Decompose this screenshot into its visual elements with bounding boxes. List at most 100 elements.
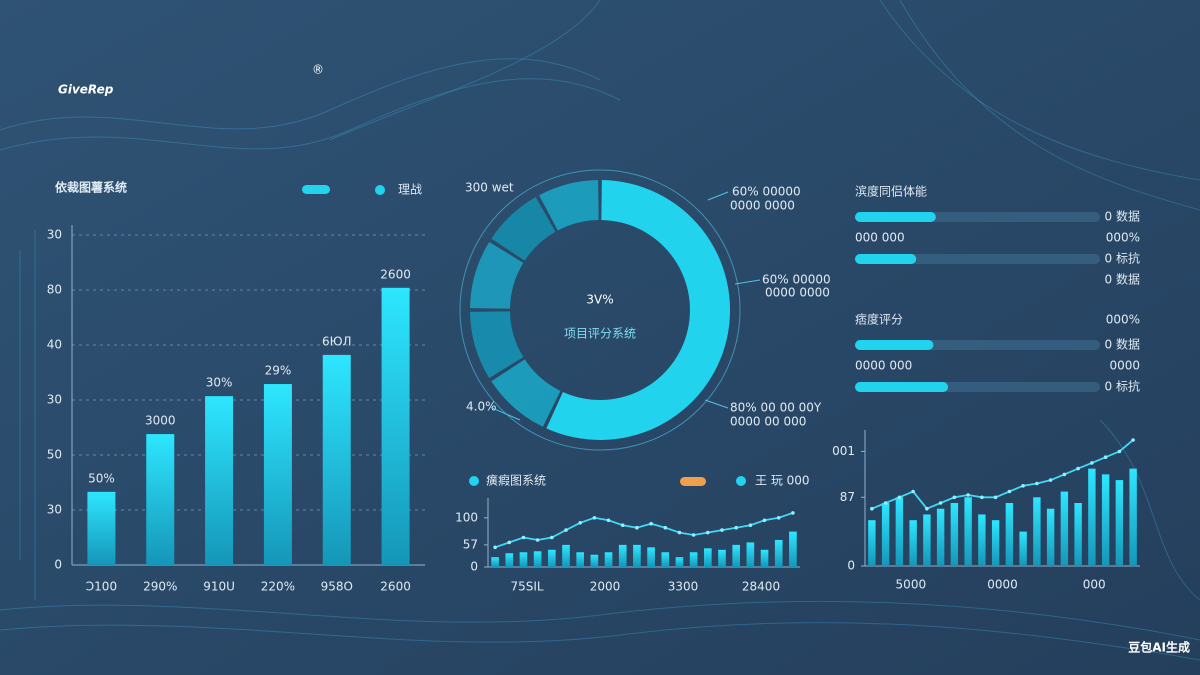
donut-annotation: 0000 00 000: [730, 415, 806, 429]
chart-title: 癀瘕图系统: [486, 473, 546, 488]
brand: GiveRep: [58, 83, 114, 97]
line-dot: [925, 506, 929, 511]
line-dot: [592, 516, 597, 520]
bar-label: 2600: [380, 267, 411, 281]
bar: [604, 552, 613, 567]
bar: [562, 544, 570, 567]
bar: [205, 396, 234, 565]
bar: [675, 557, 684, 567]
bar: [1033, 497, 1041, 566]
donut-annotation: 80% 00 00 00Y: [730, 401, 822, 415]
progress-label: 0 数据: [1105, 209, 1140, 224]
legend-label: 理战: [398, 183, 422, 197]
bar: [978, 514, 986, 566]
bar: [964, 497, 972, 566]
y-tick-label: 50: [47, 448, 62, 462]
y-tick-label: 57: [463, 537, 478, 551]
donut-annotation: 60% 00000: [732, 185, 801, 199]
bar-label: 3000: [145, 414, 176, 428]
bar: [1060, 491, 1069, 566]
donut-segment: [470, 242, 524, 309]
panel-title-right: 000%: [1106, 313, 1140, 327]
bar: [519, 552, 528, 567]
bar: [322, 354, 351, 565]
bar: [746, 542, 755, 567]
leader-line: [704, 399, 729, 409]
progress-label: 0 标抗: [1105, 251, 1140, 266]
donut-annotation: 0000 0000: [730, 199, 795, 213]
leader-line: [734, 279, 761, 285]
x-tick-label: 28400: [742, 580, 780, 594]
y-tick-label: 30: [47, 393, 62, 407]
bar: [1046, 508, 1055, 566]
bar: [547, 549, 556, 567]
progress-bar: [855, 254, 917, 264]
line-dot: [883, 501, 888, 505]
donut-center-sublabel: 项目评分系统: [564, 327, 636, 341]
y-tick-label: 001: [832, 444, 855, 458]
y-tick-label: 87: [840, 490, 855, 504]
bar-label: 29%: [265, 364, 292, 378]
y-tick-label: 0: [470, 560, 478, 574]
bar: [381, 287, 410, 565]
row-left-text: 000 000: [855, 231, 905, 245]
donut-segment: [470, 311, 524, 378]
line-dot: [507, 540, 512, 545]
donut-segment: [491, 197, 556, 261]
line-dot: [578, 521, 582, 525]
x-tick-label: 290%: [143, 580, 177, 594]
line-dot: [966, 493, 970, 497]
x-tick-label: 75SIL: [510, 580, 543, 594]
x-tick-label: Ɔ100: [86, 580, 117, 594]
line-dot: [748, 523, 753, 527]
x-tick-label: 0000: [987, 578, 1018, 592]
bar: [718, 549, 726, 567]
y-tick-label: 40: [47, 338, 62, 352]
trend-line: [494, 512, 794, 549]
line-dot: [535, 538, 540, 542]
bar: [909, 520, 917, 566]
y-tick-label: 100: [455, 510, 478, 524]
line-dot: [691, 533, 696, 537]
progress-label: 0 标抗: [1105, 379, 1140, 394]
line-dot: [1062, 472, 1067, 477]
bar: [936, 508, 945, 566]
line-dot: [734, 525, 738, 530]
bar: [789, 531, 797, 567]
line-dot: [1090, 461, 1094, 465]
donut-annotation: 0000 0000: [765, 286, 830, 300]
row-left-text: 0000 000: [855, 359, 912, 373]
x-tick-label: 000: [1083, 578, 1106, 592]
legend-label: 王 玩 000: [755, 474, 810, 488]
progress-bar: [855, 212, 936, 222]
bar: [1019, 531, 1027, 566]
line-dot: [1021, 484, 1025, 488]
line-dot: [620, 523, 625, 527]
leader-line: [707, 191, 729, 201]
bar: [633, 544, 641, 567]
line-dot: [791, 511, 795, 515]
y-tick-label: 0: [54, 558, 62, 572]
line-dot: [1103, 455, 1108, 460]
row-right-text: 0000: [1109, 359, 1140, 373]
donut-annotation: 300 wet: [465, 181, 514, 195]
bar: [505, 553, 514, 567]
bar: [950, 503, 959, 566]
line-dot: [493, 545, 497, 550]
line-dot: [938, 501, 943, 505]
donut-segment: [546, 180, 731, 440]
bar-label: 30%: [206, 376, 233, 390]
bar: [868, 520, 876, 566]
bar: [760, 549, 769, 567]
legend-swatch: [680, 477, 706, 486]
progress-track: [855, 254, 1100, 264]
line-dot: [550, 535, 554, 540]
legend-swatch: [375, 185, 385, 195]
bar: [491, 557, 499, 567]
bar: [590, 554, 599, 567]
line-dot: [706, 530, 710, 535]
x-tick-label: 2600: [380, 580, 411, 594]
line-dot: [1048, 478, 1053, 482]
bar: [689, 552, 698, 567]
